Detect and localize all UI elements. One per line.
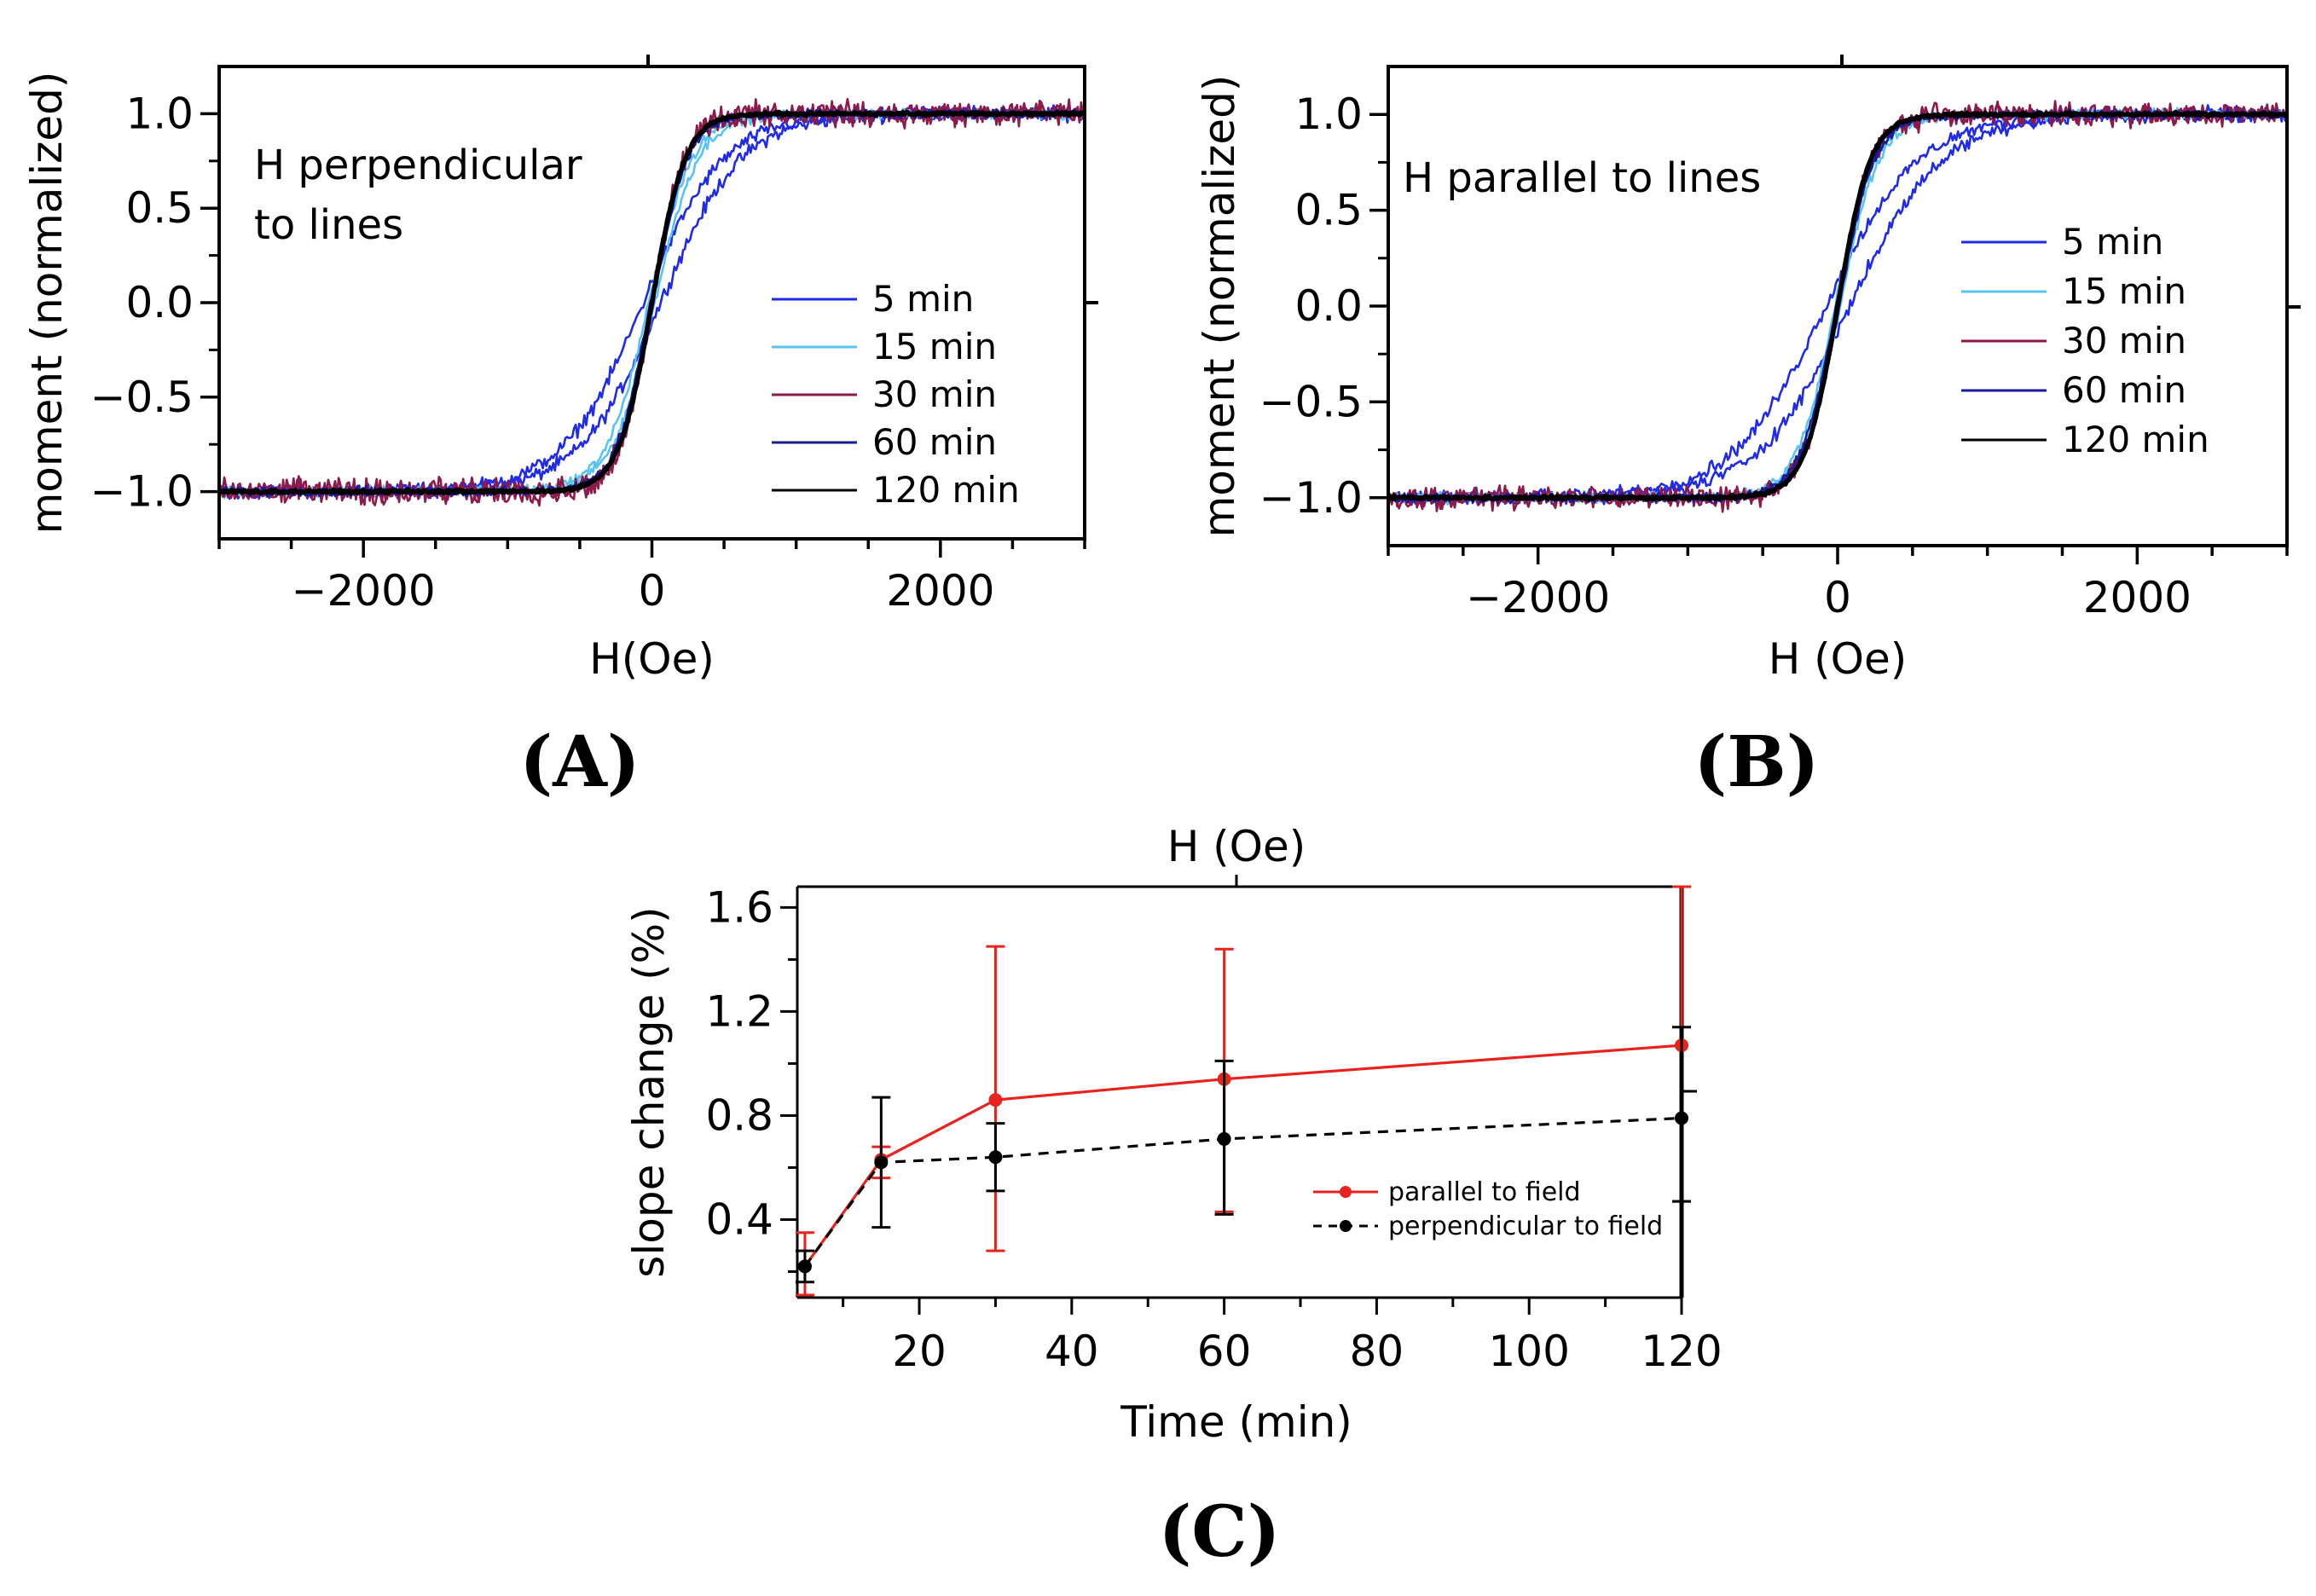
x-tick-label: −2000 — [1466, 573, 1610, 622]
data-point — [797, 1259, 812, 1274]
legend-marker — [1340, 1186, 1352, 1198]
x-tick-label: 2000 — [2083, 573, 2192, 622]
x-tick-label: −2000 — [292, 566, 436, 616]
y-tick-label: −0.5 — [1259, 377, 1363, 426]
legend-marker — [1340, 1220, 1352, 1232]
x-tick-label: 0 — [639, 566, 666, 616]
x-tick-label: 120 — [1641, 1327, 1722, 1376]
x-tick-label: 2000 — [886, 566, 994, 616]
y-tick-label: 0.8 — [705, 1090, 773, 1140]
y-tick-label: 0.0 — [125, 278, 194, 327]
panel-b-chart: −2000 0 2000 −1.0 −0.5 0.0 0.5 1.0 H (Oe) moment … — [1195, 55, 2301, 803]
x-axis-label: H (Oe) — [1769, 634, 1908, 684]
panel-label: (C) — [1159, 1491, 1281, 1573]
legend-label: 5 min — [872, 278, 974, 320]
legend-label: 120 min — [2062, 419, 2209, 460]
legend-label: 120 min — [872, 469, 1020, 511]
top-axis-label: H (Oe) — [1167, 822, 1306, 871]
legend-label: 60 min — [872, 421, 997, 463]
y-axis-label: moment (normalized) — [1195, 75, 1244, 538]
annotation-text: H parallel to lines — [1403, 154, 1761, 202]
data-point — [1217, 1131, 1231, 1146]
y-tick-label: 1.0 — [1294, 90, 1363, 139]
y-tick-label: 0.5 — [1294, 186, 1363, 235]
legend-label: 15 min — [2062, 270, 2186, 312]
y-tick-label: 1.2 — [705, 986, 773, 1036]
x-tick-label: 0 — [1824, 573, 1851, 622]
x-tick-label: 60 — [1197, 1327, 1252, 1376]
data-series-group — [1388, 100, 2287, 513]
legend-label: 30 min — [872, 373, 997, 415]
annotation-text: to lines — [254, 201, 403, 249]
panel-label: (A) — [519, 721, 640, 803]
y-axis-label: moment (normalized) — [22, 72, 72, 535]
x-axis-label: H(Oe) — [589, 634, 715, 684]
y-tick-label: 1.6 — [705, 882, 773, 932]
legend-label: perpendicular to field — [1388, 1211, 1663, 1241]
data-point — [1675, 1111, 1688, 1125]
legend-label: parallel to field — [1388, 1177, 1581, 1207]
annotation-text: H perpendicular — [254, 142, 582, 189]
x-tick-label: 40 — [1045, 1327, 1099, 1376]
panel-label: (B) — [1694, 721, 1820, 803]
x-tick-label: 20 — [892, 1327, 947, 1376]
y-tick-label: 0.0 — [1294, 281, 1363, 331]
x-tick-label: 80 — [1350, 1327, 1404, 1376]
y-tick-label: −1.0 — [1259, 473, 1363, 523]
panel-a-chart: −2000 0 2000 −1.0 −0.5 0.0 0.5 1.0 H(Oe) moment (… — [22, 55, 1098, 803]
series-line-120-min-down — [219, 109, 1085, 496]
y-axis-label: slope change (%) — [624, 906, 674, 1277]
y-tick-label: −1.0 — [90, 467, 194, 517]
y-tick-label: 1.0 — [125, 89, 194, 138]
data-point — [874, 1155, 889, 1170]
legend-label: 15 min — [872, 326, 997, 367]
x-tick-label: 100 — [1488, 1327, 1569, 1376]
y-tick-label: 0.4 — [705, 1194, 773, 1244]
y-tick-label: −0.5 — [90, 373, 194, 422]
legend-label: 30 min — [2062, 320, 2186, 361]
y-tick-label: 0.5 — [125, 183, 194, 233]
data-series-group — [219, 97, 1085, 507]
legend-label: 5 min — [2062, 221, 2163, 263]
legend-label: 60 min — [2062, 369, 2186, 411]
data-point — [988, 1093, 1003, 1107]
panel-c-chart: 20 40 60 80 100 120 0.4 0.8 1.2 1.6 H (Oe) Time (mi… — [624, 822, 1723, 1573]
series-perpendicular — [795, 1026, 1691, 1284]
series-line-120-min-down — [1388, 110, 2287, 502]
x-axis-label: Time (min) — [1120, 1397, 1352, 1447]
data-point — [988, 1150, 1003, 1165]
